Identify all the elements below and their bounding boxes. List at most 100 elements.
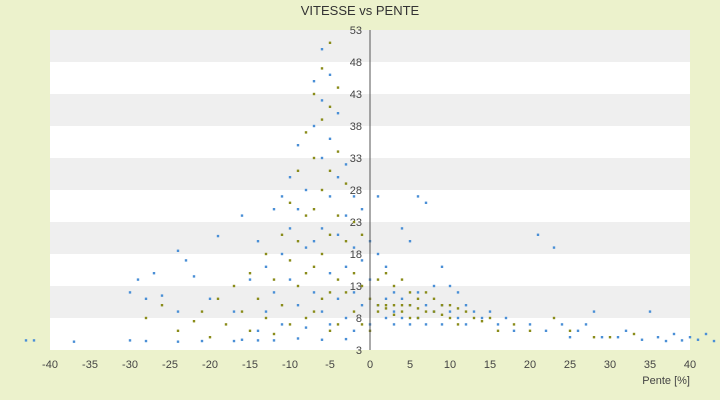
series-a-point (160, 294, 164, 297)
series-a-point (496, 323, 500, 326)
series-a-point (448, 310, 452, 313)
x-tick-label: -20 (202, 359, 218, 371)
y-tick-label: 33 (350, 153, 362, 165)
y-tick-label: 23 (350, 217, 362, 229)
series-b-point (384, 307, 388, 310)
series-a-point (512, 329, 516, 332)
series-b-point (304, 214, 308, 217)
series-b-point (288, 259, 292, 262)
series-b-point (224, 323, 228, 326)
series-b-point (328, 41, 332, 44)
series-a-point (312, 80, 316, 83)
series-a-point (128, 339, 132, 342)
series-b-point (160, 304, 164, 307)
series-b-point (328, 169, 332, 172)
series-b-point (304, 131, 308, 134)
series-a-point (424, 304, 428, 307)
series-b-point (328, 105, 332, 108)
series-b-point (632, 332, 636, 336)
series-a-points (24, 48, 716, 343)
series-a-point (400, 227, 404, 230)
series-a-point (704, 332, 708, 336)
series-b-point (312, 265, 316, 268)
series-b-point (448, 316, 452, 320)
series-b-point (352, 310, 356, 313)
series-a-point (488, 310, 492, 313)
series-a-point (344, 337, 348, 341)
series-a-point (152, 272, 156, 275)
series-b-point (328, 233, 332, 236)
series-a-point (696, 338, 700, 341)
series-b-point (376, 310, 380, 313)
x-tick-label: 25 (564, 359, 576, 371)
series-b-point (320, 67, 324, 70)
series-a-point (656, 336, 660, 339)
series-a-point (672, 332, 676, 336)
series-a-point (136, 278, 140, 281)
series-a-point (592, 310, 596, 313)
series-b-point (296, 240, 300, 243)
series-a-point (352, 329, 356, 332)
series-b-point (144, 316, 148, 320)
series-a-point (544, 329, 548, 332)
series-a-point (216, 234, 220, 238)
y-tick-label: 53 (350, 25, 362, 37)
y-tick-label: 43 (350, 89, 362, 101)
series-a-point (384, 265, 388, 268)
series-b-point (232, 284, 236, 288)
series-b-point (240, 310, 244, 313)
series-b-point (568, 329, 572, 332)
series-a-point (408, 323, 412, 326)
series-a-point (232, 310, 236, 313)
series-a-point (296, 304, 300, 307)
series-b-point (288, 323, 292, 326)
series-b-point (408, 316, 412, 320)
series-a-point (296, 337, 300, 340)
series-a-point (344, 163, 348, 166)
series-b-point (464, 310, 468, 313)
series-a-point (424, 201, 428, 204)
series-b-point (216, 297, 220, 300)
series-b-point (304, 316, 308, 320)
x-tick-label: -5 (325, 359, 335, 371)
series-b-point (400, 278, 404, 281)
series-b-point (264, 252, 268, 256)
series-b-point (440, 313, 444, 316)
series-a-point (144, 339, 148, 343)
x-tick-label: 15 (484, 359, 496, 371)
x-tick-label: -25 (162, 359, 178, 371)
series-b-point (384, 304, 388, 307)
series-b-point (496, 329, 500, 332)
series-a-point (344, 316, 348, 320)
series-b-point (344, 240, 348, 243)
x-tick-label: 0 (367, 359, 373, 371)
x-tick-label: -35 (82, 359, 98, 371)
series-b-point (512, 323, 516, 326)
series-a-point (400, 316, 404, 320)
series-b-point (552, 316, 556, 320)
series-b-point (408, 291, 412, 294)
series-b-point (352, 220, 356, 224)
series-a-point (416, 291, 420, 294)
series-a-point (360, 208, 364, 211)
series-a-point (648, 310, 652, 313)
series-b-point (336, 86, 340, 89)
series-b-point (408, 304, 412, 307)
x-tick-label: -30 (122, 359, 138, 371)
series-b-point (344, 182, 348, 185)
series-a-point (584, 323, 588, 326)
series-b-point (528, 329, 532, 332)
series-b-point (320, 252, 324, 256)
series-b-point (272, 332, 276, 336)
series-a-point (320, 310, 324, 313)
series-a-point (472, 310, 476, 313)
y-tick-label: 18 (350, 249, 362, 261)
series-b-point (456, 307, 460, 310)
series-b-point (328, 329, 332, 332)
series-b-point (384, 272, 388, 275)
series-a-point (424, 323, 428, 326)
series-a-point (464, 304, 468, 307)
series-a-point (264, 265, 268, 268)
series-a-point (296, 144, 300, 147)
